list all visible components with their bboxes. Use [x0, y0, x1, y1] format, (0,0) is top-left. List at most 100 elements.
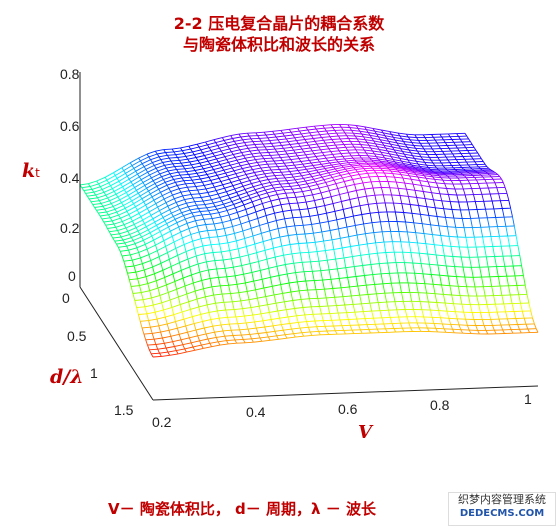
- surface-mesh-line: [138, 248, 148, 253]
- surface-mesh-line: [450, 324, 453, 330]
- surface-mesh-line: [405, 143, 414, 146]
- surface-mesh-line: [285, 309, 289, 318]
- surface-mesh-line: [233, 204, 236, 209]
- surface-mesh-line: [496, 311, 500, 320]
- surface-mesh-line: [137, 169, 147, 175]
- surface-mesh-line: [215, 303, 218, 312]
- surface-mesh-line: [144, 244, 148, 250]
- surface-mesh-line: [212, 153, 216, 157]
- surface-mesh-line: [105, 194, 109, 199]
- surface-mesh-line: [159, 170, 169, 175]
- surface-mesh-line: [234, 157, 238, 161]
- surface-mesh-line: [300, 187, 303, 192]
- surface-mesh-line: [156, 181, 166, 187]
- surface-mesh-line: [231, 201, 235, 205]
- surface-mesh-line: [127, 227, 137, 232]
- surface-mesh-line: [378, 301, 387, 304]
- surface-mesh-line: [258, 258, 267, 262]
- surface-mesh-line: [276, 264, 286, 267]
- surface-mesh-line: [232, 226, 235, 234]
- surface-mesh-line: [132, 257, 141, 261]
- surface-mesh-line: [153, 165, 157, 169]
- surface-mesh-line: [131, 195, 141, 202]
- surface-mesh-line: [282, 132, 285, 137]
- surface-mesh-line: [471, 312, 475, 320]
- surface-mesh-line: [374, 130, 384, 134]
- surface-mesh-line: [202, 321, 205, 329]
- surface-mesh-line: [332, 201, 342, 205]
- surface-mesh-line: [184, 346, 194, 350]
- surface-mesh-line: [299, 146, 303, 150]
- surface-mesh-line: [202, 319, 211, 322]
- surface-mesh-line: [221, 164, 231, 168]
- surface-mesh-line: [114, 205, 124, 210]
- surface-mesh-line: [459, 209, 463, 219]
- surface-mesh-line: [359, 130, 369, 133]
- surface-mesh-line: [137, 226, 147, 232]
- surface-mesh-line: [419, 153, 428, 156]
- surface-mesh-line: [410, 169, 419, 172]
- surface-mesh-line: [346, 224, 356, 228]
- surface-mesh-line: [217, 309, 226, 312]
- surface-mesh-line: [357, 170, 366, 173]
- surface-mesh-line: [126, 246, 129, 251]
- surface-mesh-line: [375, 143, 378, 147]
- surface-mesh-line: [228, 162, 231, 166]
- surface-mesh-line: [214, 206, 218, 210]
- surface-mesh-line: [290, 291, 294, 301]
- surface-mesh-line: [180, 339, 184, 345]
- surface-mesh-line: [176, 168, 185, 170]
- surface-mesh-line: [264, 206, 273, 210]
- surface-mesh-line: [360, 177, 364, 184]
- surface-mesh-line: [420, 156, 424, 160]
- surface-mesh-line: [436, 142, 440, 147]
- surface-mesh-line: [298, 185, 301, 189]
- surface-mesh-line: [268, 177, 277, 180]
- surface-mesh-line: [475, 171, 478, 173]
- surface-mesh-line: [186, 349, 195, 353]
- surface-mesh-line: [462, 174, 465, 177]
- surface-mesh-line: [92, 203, 102, 206]
- surface-mesh-line: [223, 302, 227, 311]
- surface-mesh-line: [354, 184, 357, 191]
- surface-mesh-line: [332, 153, 342, 155]
- surface-mesh-line: [210, 177, 220, 181]
- surface-mesh-line: [409, 292, 413, 302]
- surface-mesh-line: [429, 309, 433, 318]
- surface-mesh-line: [139, 171, 148, 178]
- surface-mesh-line: [301, 331, 311, 334]
- y-tick-label: 0: [62, 290, 70, 306]
- surface-mesh-line: [229, 146, 239, 150]
- surface-mesh-line: [278, 153, 288, 156]
- surface-mesh-line: [164, 165, 167, 169]
- surface-mesh-line: [182, 164, 192, 167]
- surface-mesh-line: [229, 198, 233, 202]
- surface-mesh-line: [369, 134, 379, 138]
- surface-mesh-line: [238, 290, 248, 294]
- surface-mesh-line: [179, 258, 189, 264]
- surface-mesh-line: [361, 133, 371, 136]
- surface-mesh-line: [316, 169, 319, 173]
- surface-mesh-line: [278, 273, 288, 276]
- surface-mesh-line: [397, 188, 401, 196]
- surface-mesh-line: [199, 211, 203, 216]
- surface-mesh-line: [303, 151, 307, 156]
- surface-mesh-line: [286, 137, 295, 140]
- surface-mesh-line: [173, 179, 176, 183]
- surface-mesh-line: [277, 139, 281, 143]
- surface-mesh-line: [432, 176, 442, 179]
- surface-mesh-line: [398, 316, 401, 324]
- surface-mesh-line: [436, 302, 440, 311]
- surface-mesh-line: [225, 309, 229, 318]
- surface-mesh-line: [357, 128, 361, 132]
- surface-mesh-line: [254, 144, 257, 148]
- surface-mesh-line: [333, 247, 343, 250]
- surface-mesh-line: [212, 324, 222, 327]
- surface-mesh-line: [186, 186, 190, 191]
- surface-mesh-line: [333, 179, 337, 184]
- surface-mesh-line: [259, 137, 268, 139]
- surface-mesh-line: [306, 242, 310, 253]
- surface-mesh-line: [414, 273, 417, 284]
- surface-mesh-line: [440, 170, 443, 173]
- surface-mesh-line: [371, 222, 375, 233]
